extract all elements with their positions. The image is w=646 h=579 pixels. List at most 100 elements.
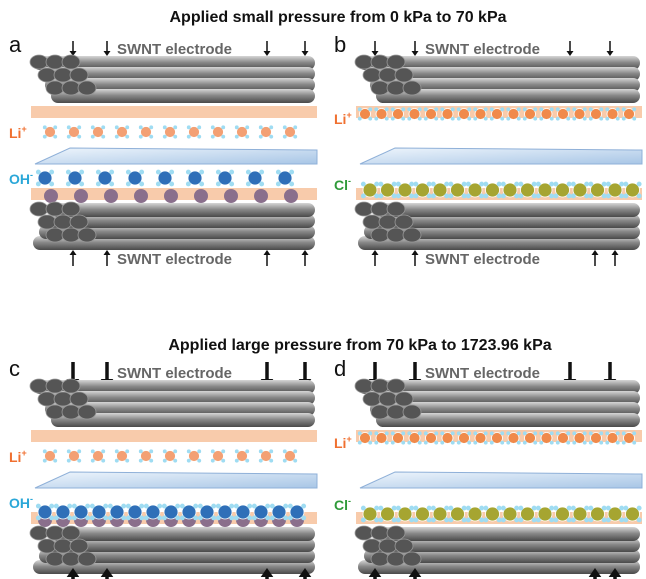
water [517, 117, 521, 121]
panel-label: b [334, 32, 346, 57]
water [156, 170, 161, 175]
water [368, 117, 372, 121]
water [235, 449, 239, 453]
cation-bound [254, 189, 268, 203]
separator [35, 472, 317, 488]
water [163, 449, 167, 453]
water [163, 135, 167, 139]
water [556, 441, 560, 445]
water [175, 504, 180, 509]
water [121, 516, 126, 521]
tube-end [379, 215, 397, 229]
water [169, 170, 174, 175]
tube-end [403, 405, 421, 419]
water [605, 117, 609, 121]
tube-end [46, 526, 64, 540]
tube-end [387, 526, 405, 540]
water [583, 107, 587, 111]
water [301, 516, 306, 521]
water [91, 449, 95, 453]
water [434, 117, 438, 121]
water [43, 135, 47, 139]
tube-end [371, 405, 389, 419]
water [490, 441, 494, 445]
title: Applied small pressure from 0 kPa to 70 … [169, 9, 506, 26]
panel: aSWNT electrodeLi+OH-SWNT electrode [9, 32, 317, 268]
water [623, 182, 628, 187]
water [457, 107, 461, 111]
tube-end [70, 68, 88, 82]
cation-bound [194, 189, 208, 203]
water [216, 170, 221, 175]
water [385, 441, 389, 445]
water [91, 459, 95, 463]
water [139, 504, 144, 509]
water [532, 182, 537, 187]
water [149, 135, 153, 139]
water [49, 182, 54, 187]
water [623, 518, 628, 523]
water [616, 107, 620, 111]
water [622, 431, 626, 435]
water [467, 107, 471, 111]
water [483, 194, 488, 199]
water [293, 135, 297, 139]
arrow-head [567, 51, 574, 56]
water [385, 107, 389, 111]
nanotube [51, 203, 315, 217]
tube-end [62, 228, 80, 242]
water [483, 182, 488, 187]
water [259, 459, 263, 463]
water [462, 182, 467, 187]
water [550, 441, 554, 445]
tube-end [395, 215, 413, 229]
water [599, 107, 603, 111]
water [259, 135, 263, 139]
water [589, 441, 593, 445]
water [401, 107, 405, 111]
water [245, 135, 249, 139]
water [514, 518, 519, 523]
water [245, 449, 249, 453]
electrode-label: SWNT electrode [425, 251, 540, 268]
water [440, 107, 444, 111]
water [144, 516, 149, 521]
water [602, 194, 607, 199]
water [571, 518, 576, 523]
tube-end [371, 228, 389, 242]
water [448, 506, 453, 511]
water [392, 182, 397, 187]
tube-end [379, 68, 397, 82]
tube-end [46, 55, 64, 69]
arrow-head [104, 51, 111, 56]
water [427, 506, 432, 511]
water [479, 182, 484, 187]
water [374, 182, 379, 187]
panel-label: d [334, 356, 346, 381]
water [149, 459, 153, 463]
water [483, 506, 488, 511]
water [374, 194, 379, 199]
tube-end [363, 539, 381, 553]
water [374, 431, 378, 435]
water [637, 506, 642, 511]
water [514, 182, 519, 187]
water [162, 516, 167, 521]
water [571, 194, 576, 199]
water [497, 194, 502, 199]
water [293, 125, 297, 129]
water [43, 449, 47, 453]
tube-end [363, 392, 381, 406]
water [396, 182, 401, 187]
water [473, 107, 477, 111]
water [506, 117, 510, 121]
water [374, 506, 379, 511]
water [53, 459, 57, 463]
water [605, 441, 609, 445]
water [500, 431, 504, 435]
water [409, 506, 414, 511]
water [187, 135, 191, 139]
electrode-label: SWNT electrode [425, 365, 540, 382]
water [632, 107, 636, 111]
panel: cSWNT electrodeLi+OH-SWNT electrode [9, 356, 317, 579]
